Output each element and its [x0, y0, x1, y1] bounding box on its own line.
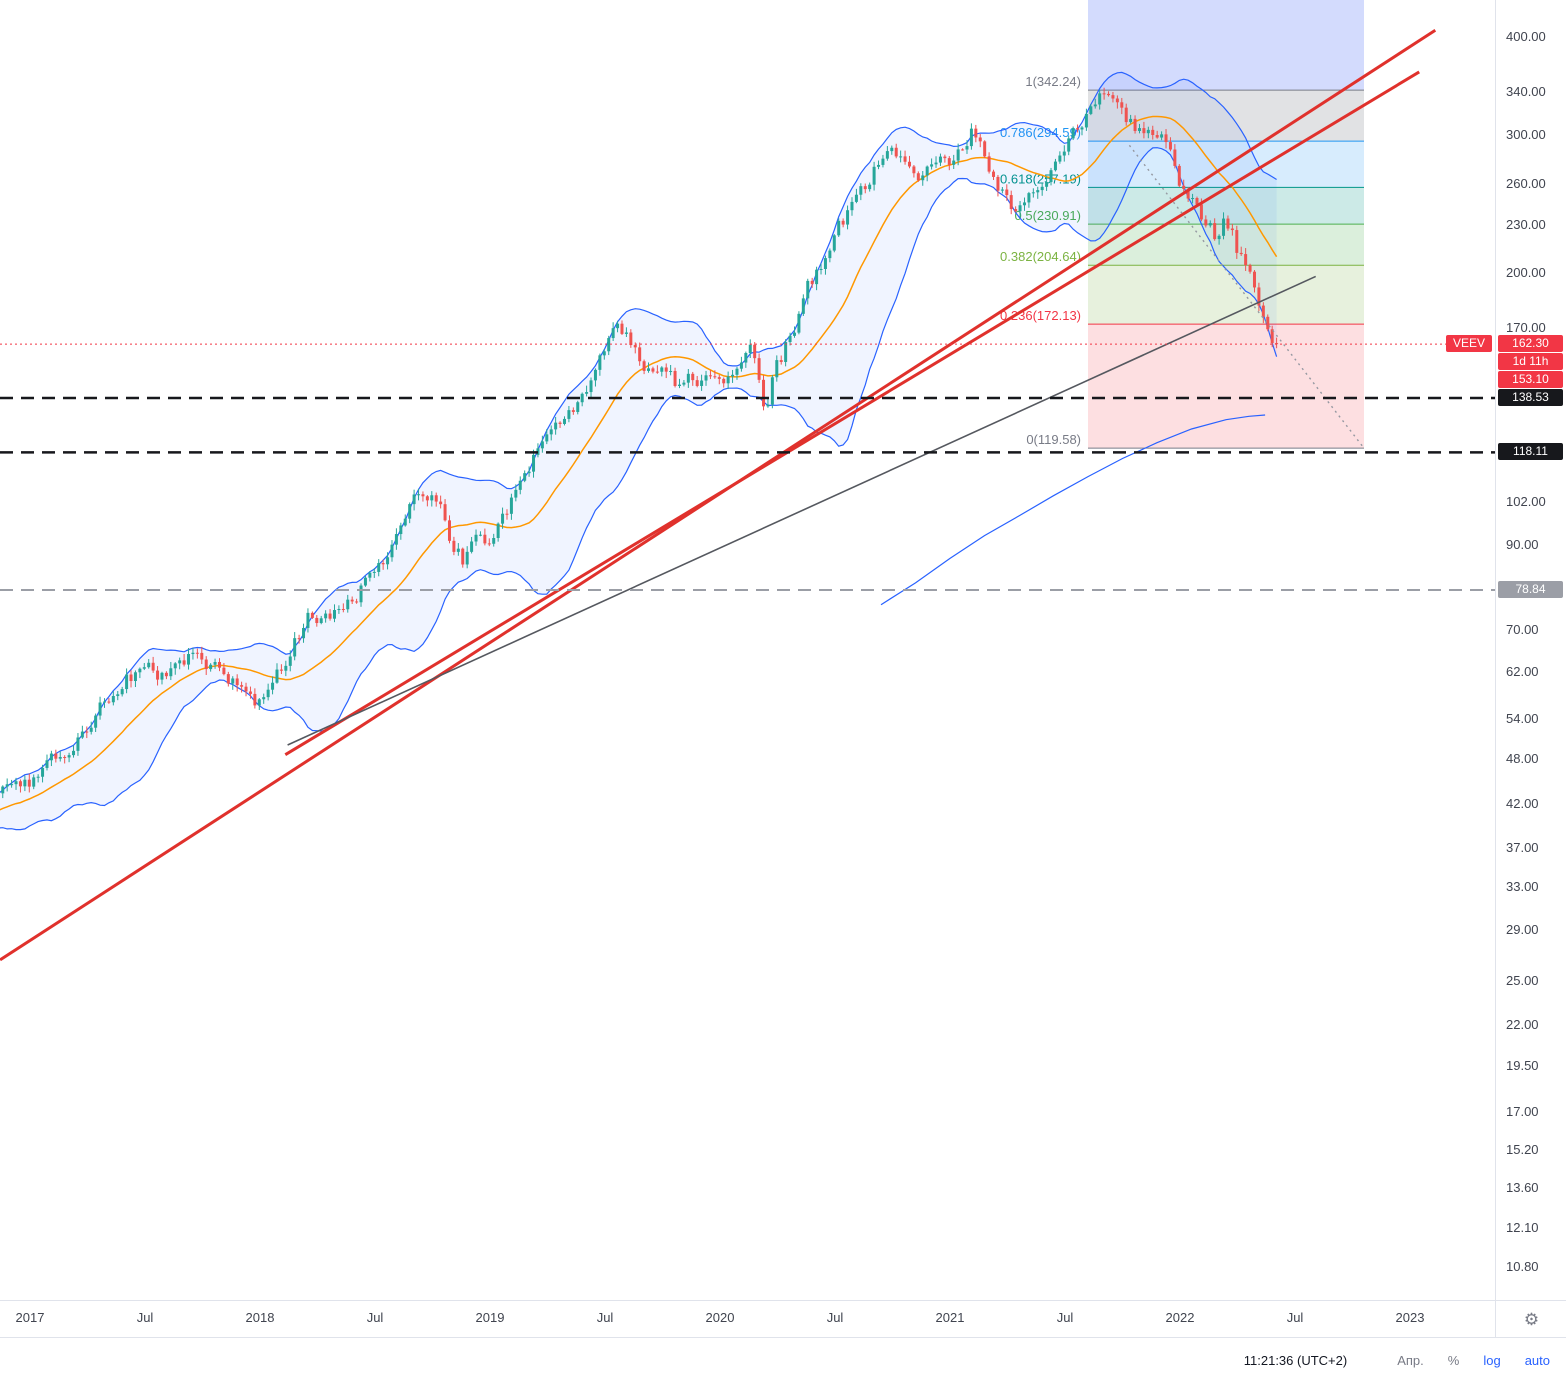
candles-series[interactable] — [0, 87, 1279, 800]
time-tick: 2017 — [15, 1310, 45, 1325]
time-tick: Jul — [826, 1310, 844, 1325]
fib-level-label: 0(119.58) — [1026, 432, 1081, 447]
price-tick: 22.00 — [1506, 1016, 1539, 1032]
time-tick: Jul — [1056, 1310, 1074, 1325]
price-tick: 13.60 — [1506, 1180, 1539, 1196]
price-tick: 300.00 — [1506, 126, 1546, 142]
clock[interactable]: 11:21:36 (UTC+2) — [1243, 1352, 1348, 1368]
time-tick: 2019 — [475, 1310, 505, 1325]
price-tick: 260.00 — [1506, 175, 1546, 191]
price-line-badge[interactable]: 118.11 — [1498, 443, 1563, 461]
time-tick: 2023 — [1395, 1310, 1425, 1325]
current-price-badge[interactable]: 162.30 — [1498, 335, 1563, 353]
symbol-price-badge[interactable]: VEEV — [1446, 335, 1493, 353]
time-tick: Jul — [1286, 1310, 1304, 1325]
time-tick: 2021 — [935, 1310, 965, 1325]
fib-level-label: 1(342.24) — [1025, 74, 1081, 89]
price-line-badge[interactable]: 78.84 — [1498, 580, 1563, 598]
price-tick: 90.00 — [1506, 536, 1539, 552]
long-moving-average[interactable] — [880, 414, 1266, 606]
time-tick: 2018 — [245, 1310, 275, 1325]
axis-corner: ⚙ — [1495, 1300, 1566, 1338]
price-tick: 102.00 — [1506, 494, 1546, 510]
price-tick: 400.00 — [1506, 29, 1546, 44]
chart-canvas[interactable]: 1(342.24) 0.786(294.59) 0.618(257.19) 0.5(2… — [0, 0, 1495, 1300]
time-tick: Jul — [366, 1310, 384, 1325]
price-tick: 29.00 — [1506, 922, 1539, 938]
fib-level-label: 0.5(230.91) — [1015, 208, 1082, 223]
price-tick: 37.00 — [1506, 839, 1539, 855]
fib-level-label: 0.618(257.19) — [1000, 171, 1081, 186]
price-tick: 62.00 — [1506, 663, 1539, 679]
price-tick: 33.00 — [1506, 878, 1539, 894]
time-axis[interactable]: 2017 Jul 2018 Jul 2019 Jul 2020 Jul 2021 Jul 2022 J… — [0, 1300, 1495, 1338]
price-tick: 42.00 — [1506, 796, 1539, 812]
time-tick: Jul — [596, 1310, 614, 1325]
price-axis[interactable]: 400.00 340.00 300.00 260.00 230.00 200.00 170.… — [1495, 0, 1566, 1300]
price-tick: 19.50 — [1506, 1057, 1539, 1073]
percent-scale-button[interactable]: % — [1447, 1352, 1460, 1368]
price-tick: 230.00 — [1506, 217, 1546, 233]
price-tick: 12.10 — [1506, 1220, 1539, 1236]
bollinger-bands[interactable] — [0, 71, 1278, 831]
price-line-badge[interactable]: 138.53 — [1498, 389, 1563, 407]
trend-lines[interactable] — [0, 28, 1437, 962]
price-tick: 170.00 — [1506, 320, 1546, 336]
price-tick: 25.00 — [1506, 973, 1539, 989]
time-tick: 2020 — [705, 1310, 735, 1325]
fib-level-label: 0.786(294.59) — [1000, 125, 1081, 140]
price-tick: 10.80 — [1506, 1258, 1539, 1274]
red-trendline-secondary[interactable] — [284, 70, 1420, 756]
price-tick: 15.20 — [1506, 1142, 1539, 1158]
settings-gear-icon[interactable]: ⚙ — [1523, 1309, 1540, 1329]
time-tick: Jul — [136, 1310, 154, 1325]
price-tick: 200.00 — [1506, 265, 1546, 280]
log-scale-button[interactable]: log — [1483, 1352, 1501, 1368]
auto-scale-button[interactable]: auto — [1524, 1352, 1550, 1368]
horizontal-lines[interactable] — [0, 343, 1495, 591]
bottom-toolbar: 11:21:36 (UTC+2) Апр. % log auto — [0, 1337, 1566, 1382]
bar-countdown-badge[interactable]: 1d 11h — [1498, 353, 1563, 371]
time-tick: 2022 — [1165, 1310, 1195, 1325]
alert-price-badge[interactable]: 153.10 — [1498, 371, 1563, 389]
price-tick: 70.00 — [1506, 622, 1539, 638]
gray-trendline[interactable] — [287, 275, 1317, 746]
adjust-button[interactable]: Апр. — [1397, 1352, 1424, 1368]
price-tick: 54.00 — [1506, 710, 1539, 726]
price-tick: 17.00 — [1506, 1104, 1539, 1120]
fib-level-label: 0.382(204.64) — [1000, 249, 1081, 264]
price-tick: 48.00 — [1506, 750, 1539, 766]
price-tick: 340.00 — [1506, 84, 1546, 100]
